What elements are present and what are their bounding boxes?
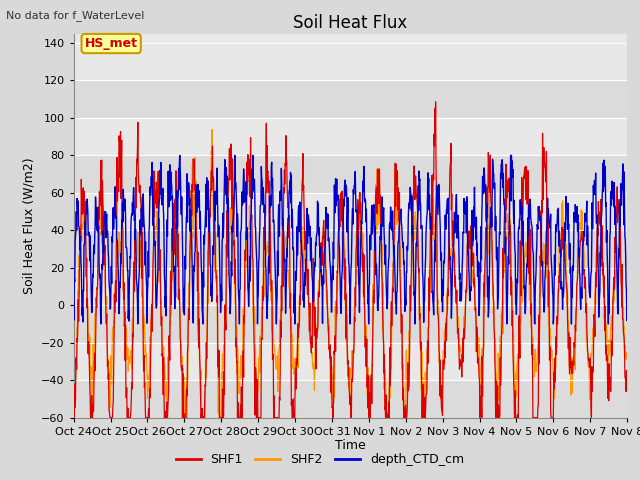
Legend: SHF1, SHF2, depth_CTD_cm: SHF1, SHF2, depth_CTD_cm [171,448,469,471]
Bar [74,43,627,81]
Bar [74,193,627,230]
Text: No data for f_WaterLevel: No data for f_WaterLevel [6,11,145,22]
X-axis label: Time: Time [335,439,366,453]
Y-axis label: Soil Heat Flux (W/m2): Soil Heat Flux (W/m2) [22,157,35,294]
Title: Soil Heat Flux: Soil Heat Flux [293,14,408,32]
Bar [74,268,627,305]
Bar [74,343,627,380]
Bar [74,305,627,343]
Bar [74,156,627,193]
Bar [74,118,627,156]
Bar [74,230,627,268]
Bar [74,81,627,118]
Bar [74,380,627,418]
Text: HS_met: HS_met [84,37,138,50]
